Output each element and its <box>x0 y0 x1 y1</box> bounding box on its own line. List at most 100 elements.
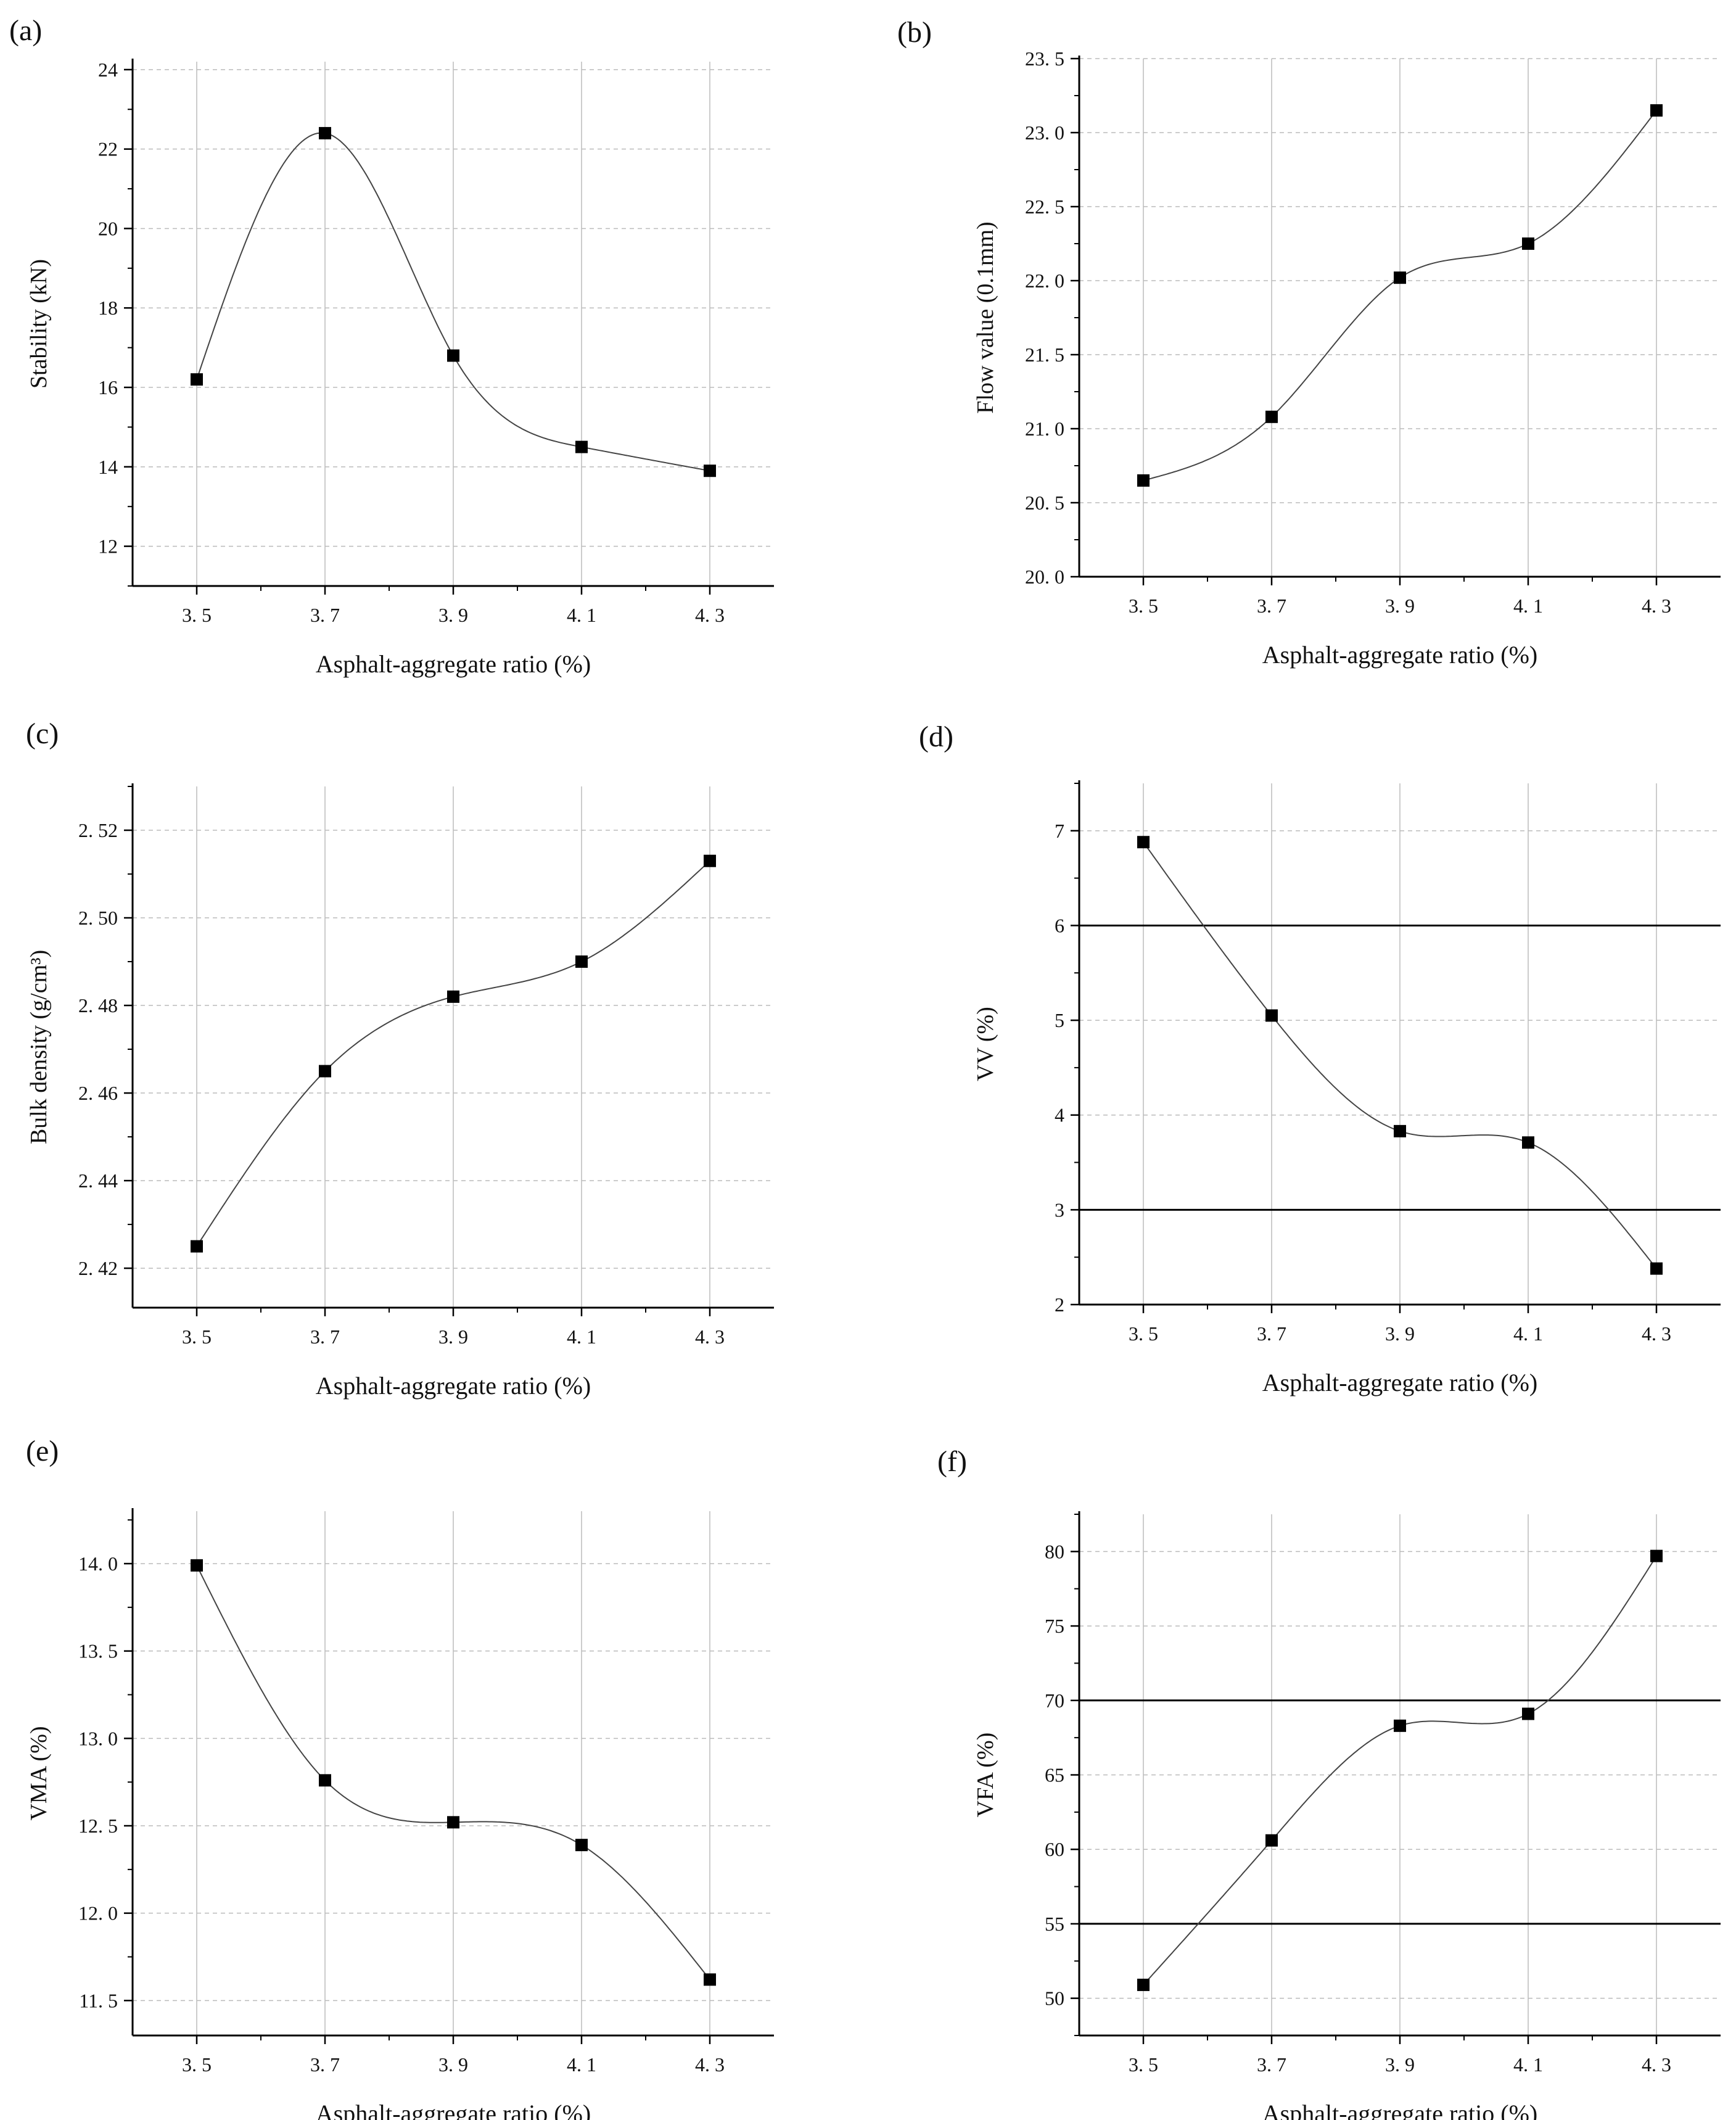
x-tick-label: 3. 7 <box>1257 1322 1286 1345</box>
y-tick-label: 20. 5 <box>1025 492 1064 514</box>
panel-label: (b) <box>897 16 932 49</box>
y-tick-label: 75 <box>1045 1615 1064 1637</box>
y-tick-label: 55 <box>1045 1913 1064 1935</box>
x-tick-label: 3. 5 <box>1129 2053 1158 2076</box>
y-tick-label: 3 <box>1055 1198 1064 1221</box>
panel-label: (d) <box>919 720 953 753</box>
data-point <box>191 373 203 386</box>
data-point <box>319 126 331 139</box>
data-point <box>1522 237 1534 250</box>
data-point <box>1265 410 1278 423</box>
y-tick-label: 23. 0 <box>1025 122 1064 144</box>
data-point <box>704 854 716 867</box>
y-tick-label: 65 <box>1045 1764 1064 1786</box>
y-tick-label: 6 <box>1055 914 1064 936</box>
y-tick-label: 70 <box>1045 1689 1064 1712</box>
x-tick-label: 3. 7 <box>310 1326 340 1348</box>
data-point <box>1650 1549 1663 1562</box>
y-axis-title: VMA (%) <box>26 1726 52 1820</box>
x-tick-label: 4. 1 <box>567 1326 596 1348</box>
x-tick-label: 3. 5 <box>182 604 212 626</box>
x-tick-label: 4. 3 <box>695 2053 725 2076</box>
y-axis-title: Bulk density (g/cm³) <box>26 950 52 1144</box>
y-tick-label: 2. 50 <box>78 907 118 929</box>
data-point <box>1522 1707 1534 1720</box>
y-tick-label: 2 <box>1055 1293 1064 1316</box>
data-point <box>1137 474 1150 487</box>
y-tick-label: 14. 0 <box>78 1553 118 1575</box>
data-point <box>319 1774 331 1787</box>
y-tick-label: 7 <box>1055 820 1064 842</box>
y-tick-label: 13. 0 <box>78 1727 118 1749</box>
data-point <box>1394 271 1406 284</box>
data-point <box>191 1559 203 1572</box>
x-tick-label: 3. 5 <box>1129 595 1158 617</box>
data-point <box>447 1816 459 1829</box>
y-tick-label: 60 <box>1045 1838 1064 1860</box>
y-tick-label: 18 <box>98 297 118 319</box>
data-point <box>704 464 716 477</box>
y-tick-label: 21. 5 <box>1025 344 1064 366</box>
data-point <box>1137 836 1150 849</box>
y-tick-label: 24 <box>98 59 118 81</box>
x-axis-title: Asphalt-aggregate ratio (%) <box>316 650 591 678</box>
x-tick-label: 4. 3 <box>695 1326 725 1348</box>
data-point <box>575 955 588 968</box>
chart-1: (a) 12 14 16 18 20 22 24 3. 5 3. 7 3. 9 4. 1 4. 3 Asp… <box>9 14 774 678</box>
data-point <box>1394 1124 1406 1137</box>
y-tick-label: 12 <box>98 535 118 558</box>
x-tick-label: 3. 5 <box>182 1326 212 1348</box>
data-point <box>575 440 588 453</box>
x-axis-title: Asphalt-aggregate ratio (%) <box>316 2100 591 2120</box>
x-axis-title: Asphalt-aggregate ratio (%) <box>1262 2100 1537 2120</box>
y-tick-label: 16 <box>98 376 118 398</box>
x-tick-label: 4. 1 <box>567 2053 596 2076</box>
x-tick-label: 4. 1 <box>1513 1322 1543 1345</box>
x-axis-title: Asphalt-aggregate ratio (%) <box>316 1372 591 1400</box>
x-tick-label: 3. 7 <box>1257 595 1286 617</box>
x-tick-label: 3. 5 <box>182 2053 212 2076</box>
chart-3: (c) 2. 42 2. 44 2. 46 2. 48 2. 50 2. 52 3. 5 3. … <box>26 717 774 1400</box>
data-point <box>575 1839 588 1852</box>
x-tick-label: 3. 5 <box>1129 1322 1158 1345</box>
data-point <box>1650 104 1663 117</box>
x-tick-label: 4. 1 <box>567 604 596 626</box>
x-axis-title: Asphalt-aggregate ratio (%) <box>1262 1369 1537 1396</box>
x-tick-label: 3. 9 <box>438 2053 468 2076</box>
y-axis-title: VFA (%) <box>973 1733 998 1818</box>
x-tick-label: 3. 9 <box>1385 2053 1415 2076</box>
y-axis-title: Flow value (0.1mm) <box>973 221 998 413</box>
x-tick-label: 3. 7 <box>310 2053 340 2076</box>
x-axis-title: Asphalt-aggregate ratio (%) <box>1262 641 1537 669</box>
y-tick-label: 2. 46 <box>78 1082 118 1104</box>
y-tick-label: 2. 42 <box>78 1257 118 1279</box>
y-tick-label: 2. 52 <box>78 819 118 841</box>
data-point <box>447 349 459 362</box>
x-tick-label: 4. 1 <box>1513 595 1543 617</box>
y-tick-label: 22. 0 <box>1025 270 1064 292</box>
data-point <box>704 1973 716 1986</box>
y-tick-label: 5 <box>1055 1009 1064 1031</box>
y-tick-label: 11. 5 <box>79 1989 118 2011</box>
data-point <box>1522 1136 1534 1149</box>
data-point <box>447 990 459 1003</box>
y-tick-label: 20. 0 <box>1025 566 1064 588</box>
x-tick-label: 4. 3 <box>1642 2053 1671 2076</box>
panel-label: (a) <box>9 14 42 47</box>
y-tick-label: 20 <box>98 217 118 239</box>
y-axis-title: Stability (kN) <box>26 259 52 389</box>
chart-6: (f) 50 55 60 65 70 75 80 3. 5 3. 7 3. 9 4. 1 4. 3 Asp… <box>937 1445 1721 2120</box>
x-tick-label: 3. 9 <box>1385 595 1415 617</box>
chart-5: (e) 11. 5 12. 0 12. 5 13. 0 13. 5 14. 0 3. 5 3. … <box>26 1435 774 2120</box>
y-axis-title: VV (%) <box>973 1007 998 1081</box>
y-tick-label: 14 <box>98 456 118 478</box>
data-point <box>1265 1009 1278 1022</box>
data-point <box>319 1065 331 1078</box>
x-tick-label: 3. 7 <box>310 604 340 626</box>
y-tick-label: 22 <box>98 138 118 160</box>
chart-4: (d) 2 3 4 5 6 7 3. 5 3. 7 3. 9 4. 1 4. 3 Asphalt-agg… <box>919 720 1721 1396</box>
y-tick-label: 13. 5 <box>78 1640 118 1662</box>
data-point <box>1265 1834 1278 1847</box>
panel-label: (f) <box>937 1445 967 1478</box>
